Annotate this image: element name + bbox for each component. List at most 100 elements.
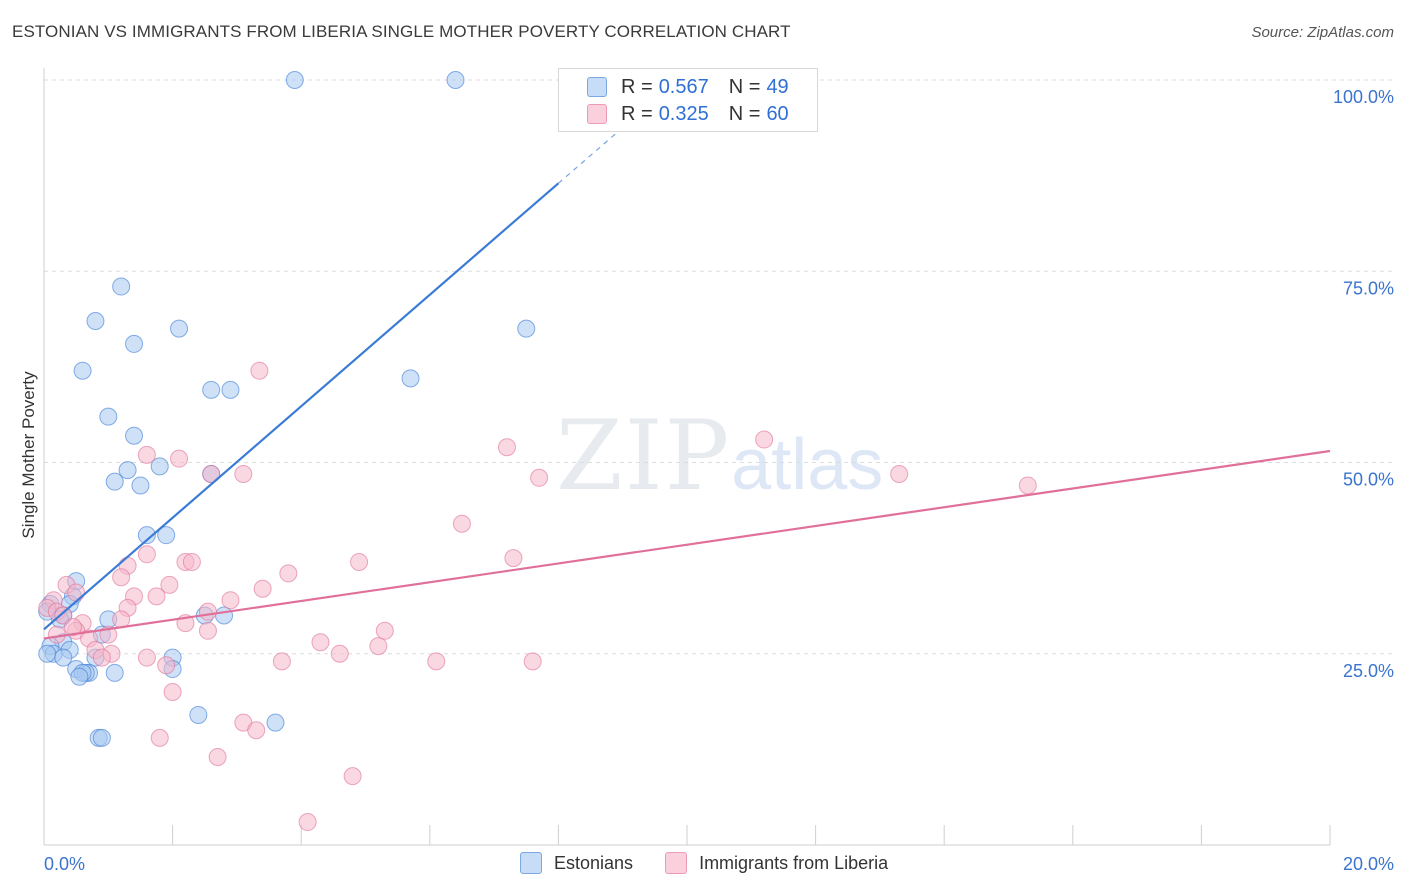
legend-row-estonians: R = 0.567 N = 49 xyxy=(559,73,789,101)
data-point xyxy=(234,464,253,483)
y-tick-label: 50.0% xyxy=(1343,470,1394,490)
data-point xyxy=(163,683,182,701)
y-axis-label: Single Mother Poverty xyxy=(19,371,38,539)
data-point xyxy=(266,713,285,732)
data-point xyxy=(497,438,516,457)
data-point xyxy=(215,606,234,625)
legend-row-liberia: R = 0.325 N = 60 xyxy=(559,100,789,128)
watermark-zip: ZIP xyxy=(556,400,732,512)
data-point xyxy=(517,319,536,338)
data-point xyxy=(54,606,73,625)
data-point xyxy=(369,637,388,656)
data-point xyxy=(250,361,269,380)
data-point xyxy=(150,728,169,747)
legend-r-label: R = xyxy=(621,75,653,98)
y-tick-label: 100.0% xyxy=(1333,87,1394,107)
data-point xyxy=(63,617,82,636)
legend-n-label: N = xyxy=(728,75,761,98)
data-point xyxy=(170,449,189,468)
data-point xyxy=(137,648,156,667)
data-point xyxy=(208,748,227,767)
series-swatch-liberia xyxy=(665,852,688,874)
data-point xyxy=(86,311,105,330)
data-point xyxy=(247,721,266,740)
legend-swatch-liberia xyxy=(587,104,607,124)
data-point xyxy=(221,591,240,610)
data-point xyxy=(198,621,217,640)
data-point xyxy=(198,602,217,621)
chart-source: Source: ZipAtlas.com xyxy=(1251,24,1394,41)
data-point xyxy=(170,319,189,338)
data-point xyxy=(1018,476,1037,495)
data-point xyxy=(92,728,111,747)
data-point xyxy=(182,552,201,571)
data-point xyxy=(160,575,179,594)
data-point xyxy=(504,549,523,568)
data-point xyxy=(112,277,131,296)
data-point xyxy=(452,514,471,533)
series-legend-liberia: Immigrants from Liberia xyxy=(665,852,888,874)
data-point xyxy=(446,71,465,89)
legend-r-label: R = xyxy=(621,102,653,125)
data-point xyxy=(427,652,446,671)
trend-line xyxy=(43,449,1331,640)
data-point xyxy=(375,621,394,640)
data-point xyxy=(285,71,304,89)
data-point xyxy=(70,667,89,686)
data-point xyxy=(150,457,169,476)
data-point xyxy=(311,633,330,652)
legend-r-value: 0.567 xyxy=(658,75,709,98)
data-point xyxy=(298,813,317,832)
legend-n-value: 49 xyxy=(766,75,789,98)
data-point xyxy=(530,468,549,487)
series-legend-estonians: Estonians xyxy=(520,852,633,874)
data-point xyxy=(890,464,909,483)
data-point xyxy=(137,545,156,564)
data-point xyxy=(189,705,208,724)
data-point xyxy=(118,461,137,480)
data-point xyxy=(73,361,92,380)
x-tick-label: 20.0% xyxy=(1343,854,1394,874)
data-point xyxy=(523,652,542,671)
series-swatch-estonians xyxy=(520,852,542,874)
data-point xyxy=(202,464,221,483)
x-tick-label: 0.0% xyxy=(44,854,85,874)
data-point xyxy=(99,407,118,426)
correlation-legend: R = 0.567 N = 49 R = 0.325 N = 60 xyxy=(558,68,818,132)
data-point xyxy=(279,564,298,583)
data-point xyxy=(343,767,362,786)
legend-n-label: N = xyxy=(728,102,761,125)
data-point xyxy=(137,445,156,464)
series-legend: Estonians Immigrants from Liberia xyxy=(520,852,920,874)
data-point xyxy=(330,644,349,663)
data-point xyxy=(147,587,166,606)
data-point xyxy=(350,552,369,571)
y-tick-label: 25.0% xyxy=(1343,661,1394,681)
data-point xyxy=(253,579,272,598)
legend-n-value: 60 xyxy=(766,102,789,125)
data-point xyxy=(131,476,150,495)
data-point xyxy=(755,430,774,449)
data-point xyxy=(54,648,73,667)
data-point xyxy=(221,380,240,399)
data-point xyxy=(272,652,291,671)
y-tick-label: 75.0% xyxy=(1343,278,1394,298)
data-point xyxy=(105,663,124,682)
data-point xyxy=(105,472,124,491)
data-point xyxy=(137,526,156,545)
legend-r-value: 0.325 xyxy=(658,102,709,125)
data-point xyxy=(125,334,144,353)
data-point xyxy=(67,583,86,602)
data-point xyxy=(125,426,144,445)
data-point xyxy=(38,644,57,663)
series-label-liberia: Immigrants from Liberia xyxy=(699,852,889,873)
data-point xyxy=(112,568,131,587)
data-point xyxy=(92,648,111,667)
data-point xyxy=(157,656,176,675)
data-point xyxy=(157,526,176,545)
legend-swatch-estonians xyxy=(587,77,607,97)
chart-title: ESTONIAN VS IMMIGRANTS FROM LIBERIA SING… xyxy=(12,22,791,41)
trend-line xyxy=(43,182,560,631)
data-point xyxy=(202,380,221,399)
